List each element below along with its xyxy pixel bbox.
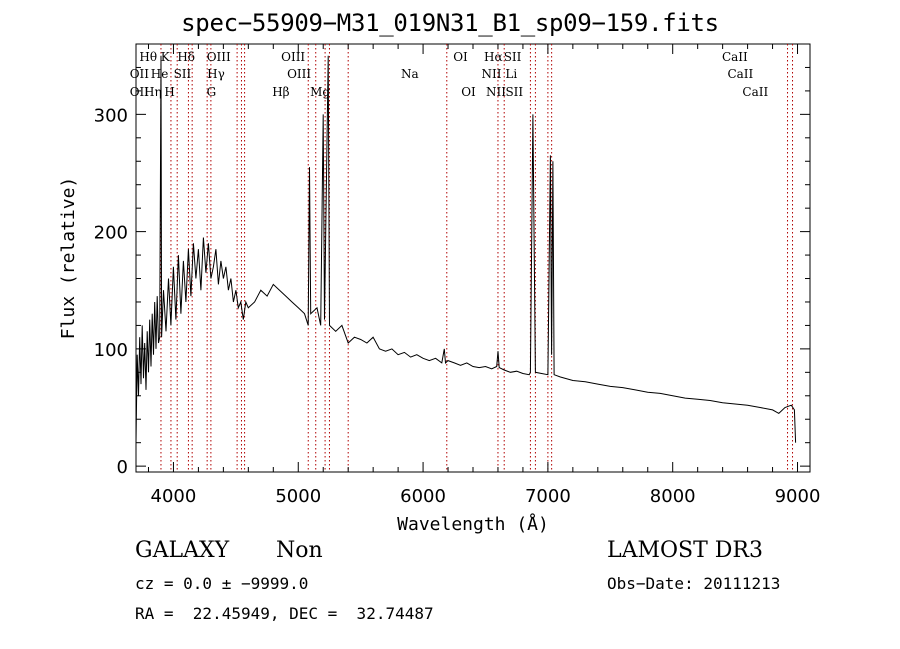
- line-marker-label: Hα: [484, 50, 503, 64]
- line-marker-label: CaII: [722, 50, 748, 64]
- x-tick-label: 5000: [275, 486, 321, 507]
- x-tick-label: 6000: [400, 486, 446, 507]
- line-marker-label: OII: [130, 85, 150, 99]
- line-marker-label: SII: [504, 50, 522, 64]
- spectrum-series-spectrum: [135, 55, 797, 443]
- line-marker-label: Hδ: [177, 50, 195, 64]
- line-marker-label: Hβ: [272, 85, 289, 99]
- line-marker-label: Mg: [310, 85, 330, 99]
- x-tick-label: 4000: [151, 486, 197, 507]
- line-marker-label: H: [164, 85, 174, 99]
- x-axis-label: Wavelength (Å): [397, 513, 549, 535]
- survey-label: LAMOST DR3: [607, 538, 763, 563]
- line-marker-label: Hγ: [207, 67, 225, 81]
- y-tick-label: 300: [94, 105, 128, 126]
- line-marker-label: SII: [174, 67, 192, 81]
- x-tick-label: 8000: [650, 486, 696, 507]
- line-marker-label: Li: [505, 67, 517, 81]
- line-marker-label: CaII: [727, 67, 753, 81]
- line-marker-label: OIII: [207, 50, 231, 64]
- line-marker-label: OI: [453, 50, 468, 64]
- plot-area: 4000 5000 6000 7000 8000 9000 0 100 200 300 Wavele…: [58, 43, 821, 535]
- y-axis-label: Flux (relative): [58, 177, 79, 340]
- line-marker-label: OIII: [287, 67, 311, 81]
- line-marker-label: NII: [481, 67, 501, 81]
- line-marker-label: OI: [461, 85, 476, 99]
- line-marker-label: OII: [130, 67, 150, 81]
- line-marker-label: SII: [505, 85, 523, 99]
- y-tick-label: 100: [94, 340, 128, 361]
- obs-date-readout: Obs−Date: 20111213: [607, 574, 781, 593]
- line-marker-label: G: [207, 85, 217, 99]
- y-tick-label: 200: [94, 223, 128, 244]
- line-marker-label: Na: [401, 67, 419, 81]
- line-marker-label: Hη: [144, 85, 162, 99]
- class-label: GALAXY: [135, 538, 230, 563]
- line-marker-label: OIII: [281, 50, 305, 64]
- line-marker-label: He: [151, 67, 169, 81]
- line-marker-label: K: [161, 50, 171, 64]
- coords-readout: RA = 22.45949, DEC = 32.74487: [135, 604, 434, 623]
- chart-title: spec−55909−M31_019N31_B1_sp09−159.fits: [181, 9, 719, 37]
- line-marker-label: Hθ: [139, 50, 157, 64]
- y-tick-label: 0: [117, 457, 128, 478]
- x-tick-label: 9000: [775, 486, 821, 507]
- subclass-label: Non: [276, 538, 323, 563]
- line-marker-label: NII: [486, 85, 506, 99]
- x-tick-label: 7000: [525, 486, 571, 507]
- cz-readout: cz = 0.0 ± −9999.0: [135, 574, 309, 593]
- line-marker-label: CaII: [742, 85, 768, 99]
